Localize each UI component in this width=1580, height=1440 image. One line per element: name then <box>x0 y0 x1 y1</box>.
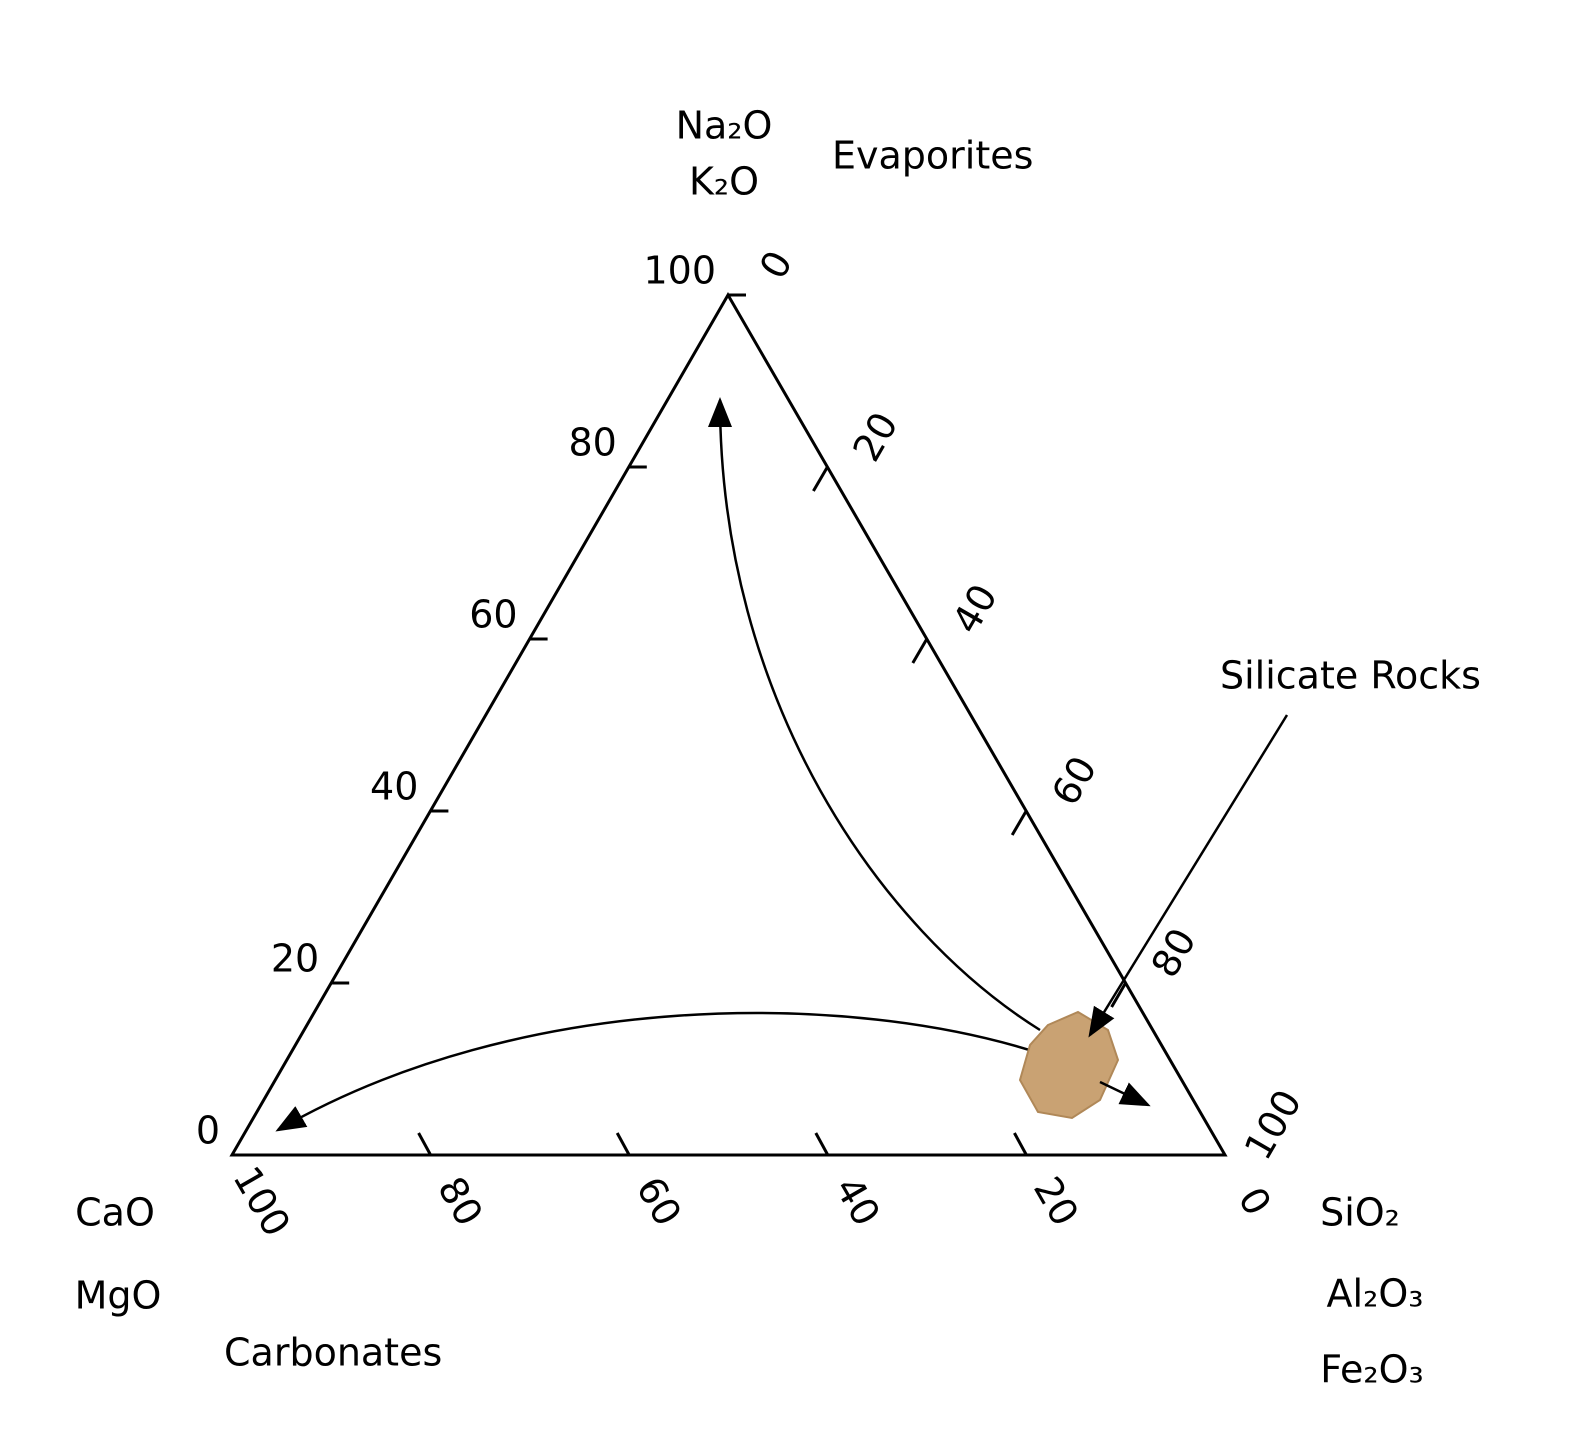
tick-label: 40 <box>370 765 418 809</box>
tick-label: 20 <box>844 405 906 469</box>
apex-label: K₂O <box>689 160 759 204</box>
tick <box>814 1132 830 1156</box>
apex-label: SiO₂ <box>1320 1191 1400 1235</box>
apex-label: Al₂O₃ <box>1327 1272 1424 1316</box>
group-label: Carbonates <box>224 1331 442 1375</box>
tick-label: 20 <box>1025 1169 1087 1233</box>
apex-label: Fe₂O₃ <box>1320 1348 1424 1392</box>
tick <box>417 1132 432 1156</box>
apex-label: Na₂O <box>676 104 773 148</box>
tick-label: 40 <box>826 1169 888 1233</box>
triangle <box>229 291 1228 1157</box>
apex-label: CaO <box>75 1191 155 1235</box>
arrow-weathering <box>1099 1080 1151 1107</box>
tick-label: 0 <box>1230 1180 1280 1223</box>
group-label: Evaporites <box>832 134 1033 178</box>
tick-label: 0 <box>751 243 801 286</box>
tick <box>1010 810 1028 836</box>
tick-label: 60 <box>469 593 517 637</box>
tick-label: 80 <box>1143 921 1205 985</box>
tick-label: 80 <box>568 421 616 465</box>
tick <box>1110 982 1127 1008</box>
tick-label: 60 <box>1043 749 1105 813</box>
tick-label: 100 <box>224 1159 298 1244</box>
tick-label: 100 <box>643 249 716 293</box>
tick-label: 80 <box>429 1169 491 1233</box>
pointer-line <box>1088 714 1289 1038</box>
apex-label: MgO <box>75 1274 162 1318</box>
tick-label: 100 <box>1236 1082 1310 1167</box>
tick-label: 0 <box>196 1109 220 1153</box>
tick-label: 60 <box>628 1169 690 1233</box>
tick-label: 20 <box>271 937 319 981</box>
tick <box>812 466 829 492</box>
tick <box>615 1132 631 1156</box>
arrow-evaporites <box>708 397 1041 1032</box>
tick <box>1013 1132 1028 1156</box>
tick <box>911 638 929 664</box>
annotation: Silicate Rocks <box>1220 654 1481 698</box>
arrow-carbonates <box>275 1011 1046 1132</box>
tick-label: 40 <box>944 577 1006 641</box>
